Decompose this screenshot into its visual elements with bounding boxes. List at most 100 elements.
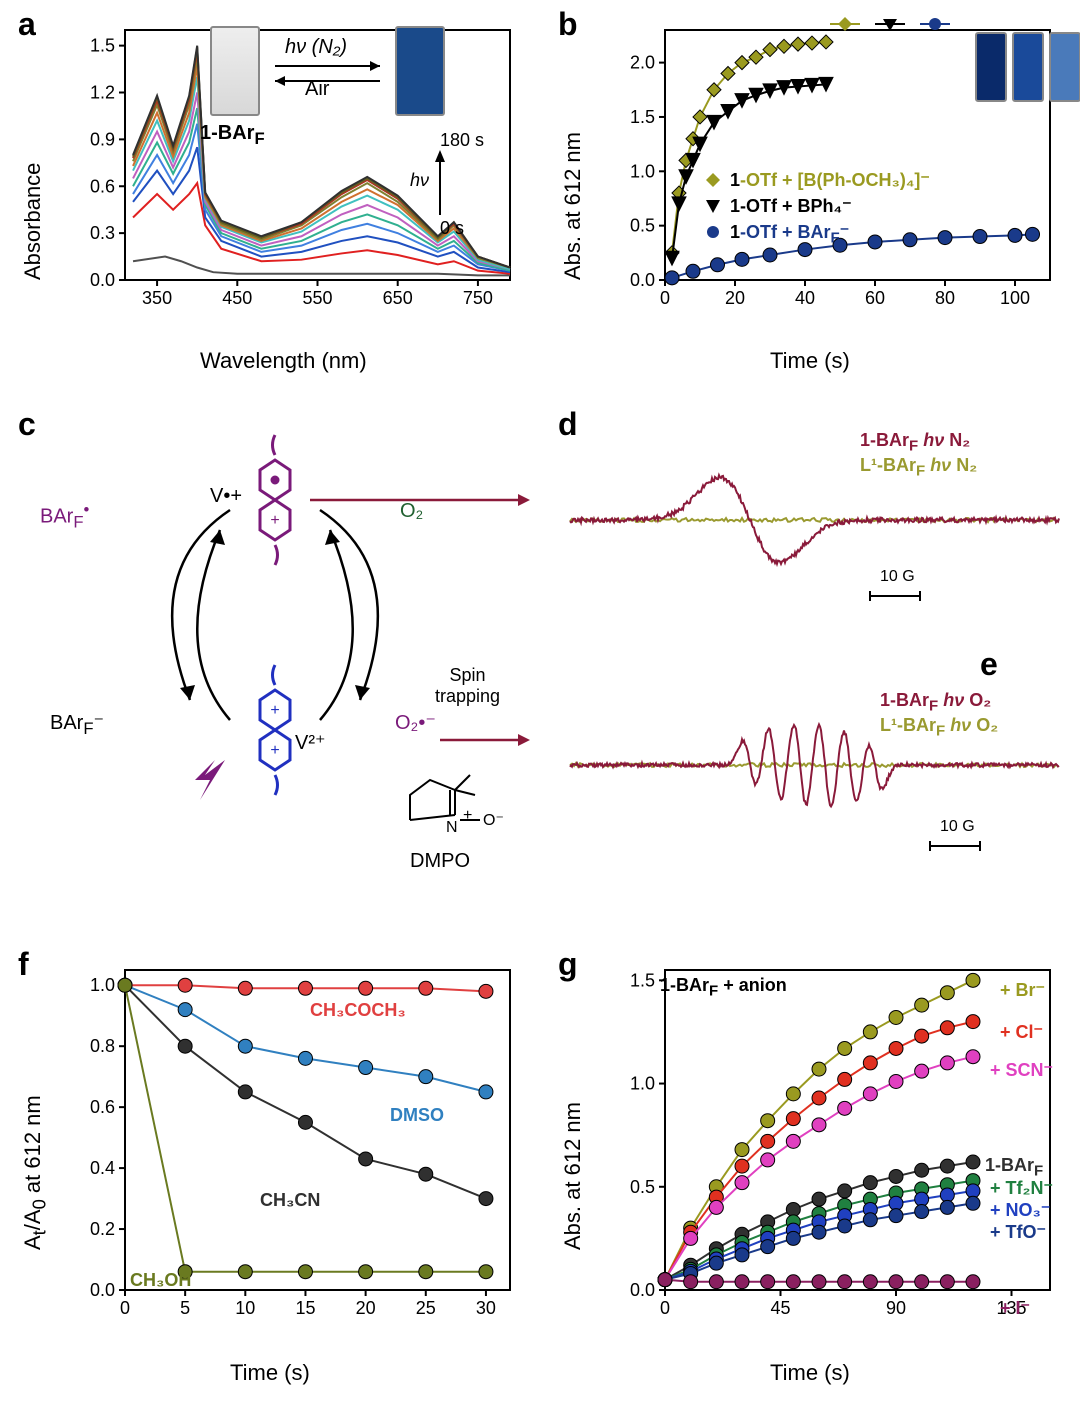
svg-text:0: 0	[660, 1298, 670, 1318]
panel-f-label-ch3cn: CH₃CN	[260, 1190, 320, 1211]
svg-text:+: +	[463, 807, 472, 824]
panel-a-time-top: 180 s	[440, 130, 484, 151]
panel-e-scalebar	[930, 840, 990, 852]
panel-g-label-tf2n: + Tf₂N⁻	[990, 1178, 1053, 1199]
panel-g: g Abs. at 612 nm Time (s) 045901350.00.5…	[540, 940, 1080, 1400]
svg-text:O⁻: O⁻	[483, 812, 504, 829]
svg-text:0.0: 0.0	[90, 270, 115, 290]
svg-text:0.6: 0.6	[90, 1097, 115, 1117]
panel-a: a Absorbance Wavelength (nm) 35045055065…	[0, 0, 540, 380]
panel-a-sample-label: 1-BArF	[200, 122, 265, 149]
svg-text:20: 20	[356, 1298, 376, 1318]
panel-b: b Abs. at 612 nm Time (s) 0204060801000.…	[540, 0, 1080, 380]
panel-b-cuvette-3	[1049, 32, 1080, 102]
panel-f-label-acetone: CH₃COCH₃	[310, 1000, 406, 1021]
panel-e: e 1-BArF hν O₂ L¹-BArF hν O₂ 10 G	[540, 640, 1080, 890]
panel-a-time-arrow	[430, 150, 450, 220]
svg-text:+: +	[270, 742, 279, 759]
svg-text:0.9: 0.9	[90, 129, 115, 149]
svg-text:0.5: 0.5	[630, 1177, 655, 1197]
svg-text:0.0: 0.0	[630, 270, 655, 290]
svg-text:60: 60	[865, 288, 885, 308]
panel-g-label-barf: 1-BArF	[985, 1155, 1043, 1180]
panel-c-barf-radical: BArF•	[40, 500, 89, 533]
panel-f-ylabel: At/A0 at 612 nm	[20, 1095, 50, 1250]
panel-c-arrow-e	[440, 730, 530, 750]
panel-f-label: f	[18, 946, 29, 983]
cuvette-after	[395, 26, 445, 116]
panel-d-series-1: 1-BArF hν N₂	[860, 430, 970, 455]
panel-g-label-tfo: + TfO⁻	[990, 1222, 1046, 1243]
panel-c-arrow-d	[310, 490, 530, 510]
svg-text:30: 30	[476, 1298, 496, 1318]
svg-text:1.0: 1.0	[90, 975, 115, 995]
svg-text:1.5: 1.5	[90, 36, 115, 56]
panel-b-legend-1: 1-OTf + [B(Ph-OCH₃)₄]⁻	[730, 170, 930, 191]
svg-text:90: 90	[886, 1298, 906, 1318]
svg-text:25: 25	[416, 1298, 436, 1318]
panel-e-scale: 10 G	[940, 818, 975, 836]
panel-f-label-dmso: DMSO	[390, 1105, 444, 1126]
svg-text:+: +	[270, 702, 279, 719]
svg-text:+: +	[270, 512, 279, 529]
panel-c-dmpo: + O⁻ N	[390, 760, 510, 860]
svg-text:1.2: 1.2	[90, 83, 115, 103]
svg-text:N: N	[446, 819, 458, 836]
panel-a-ylabel: Absorbance	[20, 163, 46, 280]
panel-d-series-2: L¹-BArF hν N₂	[860, 455, 977, 480]
panel-b-legend-inline-markers	[698, 170, 728, 250]
panel-g-title: 1-BArF + anion	[660, 975, 787, 1000]
panel-f-label-ch3oh: CH₃OH	[130, 1270, 191, 1291]
panel-g-label-cl: + Cl⁻	[1000, 1022, 1043, 1043]
svg-text:0: 0	[660, 288, 670, 308]
panel-b-legend-2: 1-OTf + BPh₄⁻	[730, 196, 852, 217]
panel-a-time-hv: hν	[410, 170, 429, 191]
panel-d-scale: 10 G	[880, 568, 915, 586]
svg-text:450: 450	[222, 288, 252, 308]
svg-text:0.0: 0.0	[90, 1280, 115, 1300]
panel-a-arrows	[270, 56, 390, 96]
svg-text:0.8: 0.8	[90, 1036, 115, 1056]
panel-b-xlabel: Time (s)	[770, 348, 850, 374]
panel-c-v-dication: V²⁺	[295, 730, 326, 755]
panel-g-xlabel: Time (s)	[770, 1360, 850, 1386]
svg-text:750: 750	[463, 288, 493, 308]
panel-f-xlabel: Time (s)	[230, 1360, 310, 1386]
svg-text:40: 40	[795, 288, 815, 308]
svg-text:0.5: 0.5	[630, 216, 655, 236]
panel-c-spin-trap: Spintrapping	[435, 665, 500, 707]
svg-text:0.3: 0.3	[90, 223, 115, 243]
svg-text:0: 0	[120, 1298, 130, 1318]
panel-b-legend-3: 1-OTf + BArF⁻	[730, 222, 849, 247]
svg-text:1.5: 1.5	[630, 107, 655, 127]
svg-text:20: 20	[725, 288, 745, 308]
panel-g-label: g	[558, 946, 578, 983]
panel-c-dmpo-label: DMPO	[410, 850, 470, 873]
panel-b-cuvette-2	[1012, 32, 1044, 102]
panel-c-barf-anion: BArF⁻	[50, 710, 104, 739]
panel-f: f At/A0 at 612 nm Time (s) 0510152025300…	[0, 940, 540, 1400]
panel-g-plot: 045901350.00.51.01.5	[620, 960, 1060, 1330]
panel-a-time-bottom: 0 s	[440, 218, 464, 239]
svg-text:80: 80	[935, 288, 955, 308]
svg-text:1.5: 1.5	[630, 970, 655, 990]
panel-g-ylabel: Abs. at 612 nm	[560, 1102, 586, 1250]
panel-a-xlabel: Wavelength (nm)	[200, 348, 367, 374]
svg-text:100: 100	[1000, 288, 1030, 308]
panel-c: c + + + V•+ V²⁺ B	[0, 400, 540, 890]
panel-g-label-br: + Br⁻	[1000, 980, 1045, 1001]
panel-d-scalebar	[870, 590, 930, 602]
panel-b-cuvette-1	[975, 32, 1007, 102]
panel-a-label: a	[18, 6, 36, 43]
svg-text:0.6: 0.6	[90, 176, 115, 196]
panel-d-epr	[570, 420, 1060, 620]
svg-text:10: 10	[235, 1298, 255, 1318]
svg-text:1.0: 1.0	[630, 161, 655, 181]
svg-text:0.0: 0.0	[630, 1280, 655, 1300]
svg-text:2.0: 2.0	[630, 53, 655, 73]
svg-text:1.0: 1.0	[630, 1074, 655, 1094]
panel-g-label-scn: + SCN⁻	[990, 1060, 1053, 1081]
panel-c-o2-radical: O₂•⁻	[395, 710, 436, 735]
svg-text:45: 45	[770, 1298, 790, 1318]
panel-g-label-i: + I⁻	[1000, 1298, 1030, 1319]
